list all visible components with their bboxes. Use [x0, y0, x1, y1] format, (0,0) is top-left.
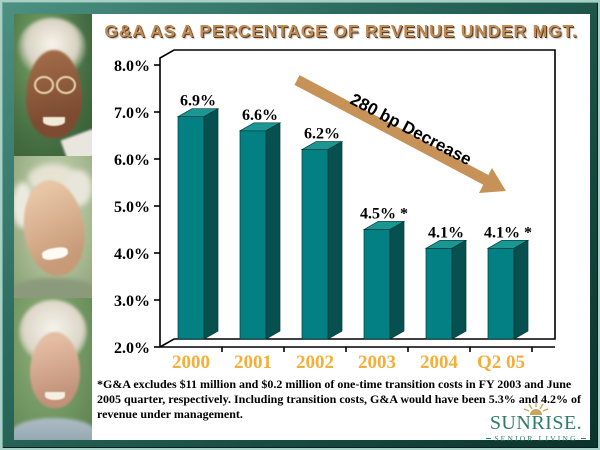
logo-name: SUNRISE.: [489, 412, 583, 434]
slide-content: G&A AS A PERCENTAGE OF REVENUE UNDER MGT…: [92, 14, 590, 443]
photo-elderly-woman-with-glasses: [14, 14, 92, 156]
photo1-glasses-right: [56, 76, 76, 94]
photo1-glasses-left: [34, 76, 54, 94]
sunrise-logo: SUNRISE. SENIOR LIVING: [486, 402, 586, 443]
photo-elderly-man-smiling: [14, 156, 92, 298]
logo-subtitle: SENIOR LIVING: [486, 435, 586, 443]
photo-strip: [14, 14, 92, 440]
photo3-shoulders: [14, 418, 92, 440]
page-title: G&A AS A PERCENTAGE OF REVENUE UNDER MGT…: [104, 21, 578, 41]
photo2-shoulders: [14, 278, 92, 298]
photo1-smile: [43, 117, 65, 126]
photo-elderly-woman-white-hair: [14, 298, 92, 440]
footnote: *G&A excludes $11 million and $0.2 milli…: [97, 377, 582, 421]
photo3-smile: [45, 392, 65, 400]
sun-icon: [523, 402, 549, 415]
